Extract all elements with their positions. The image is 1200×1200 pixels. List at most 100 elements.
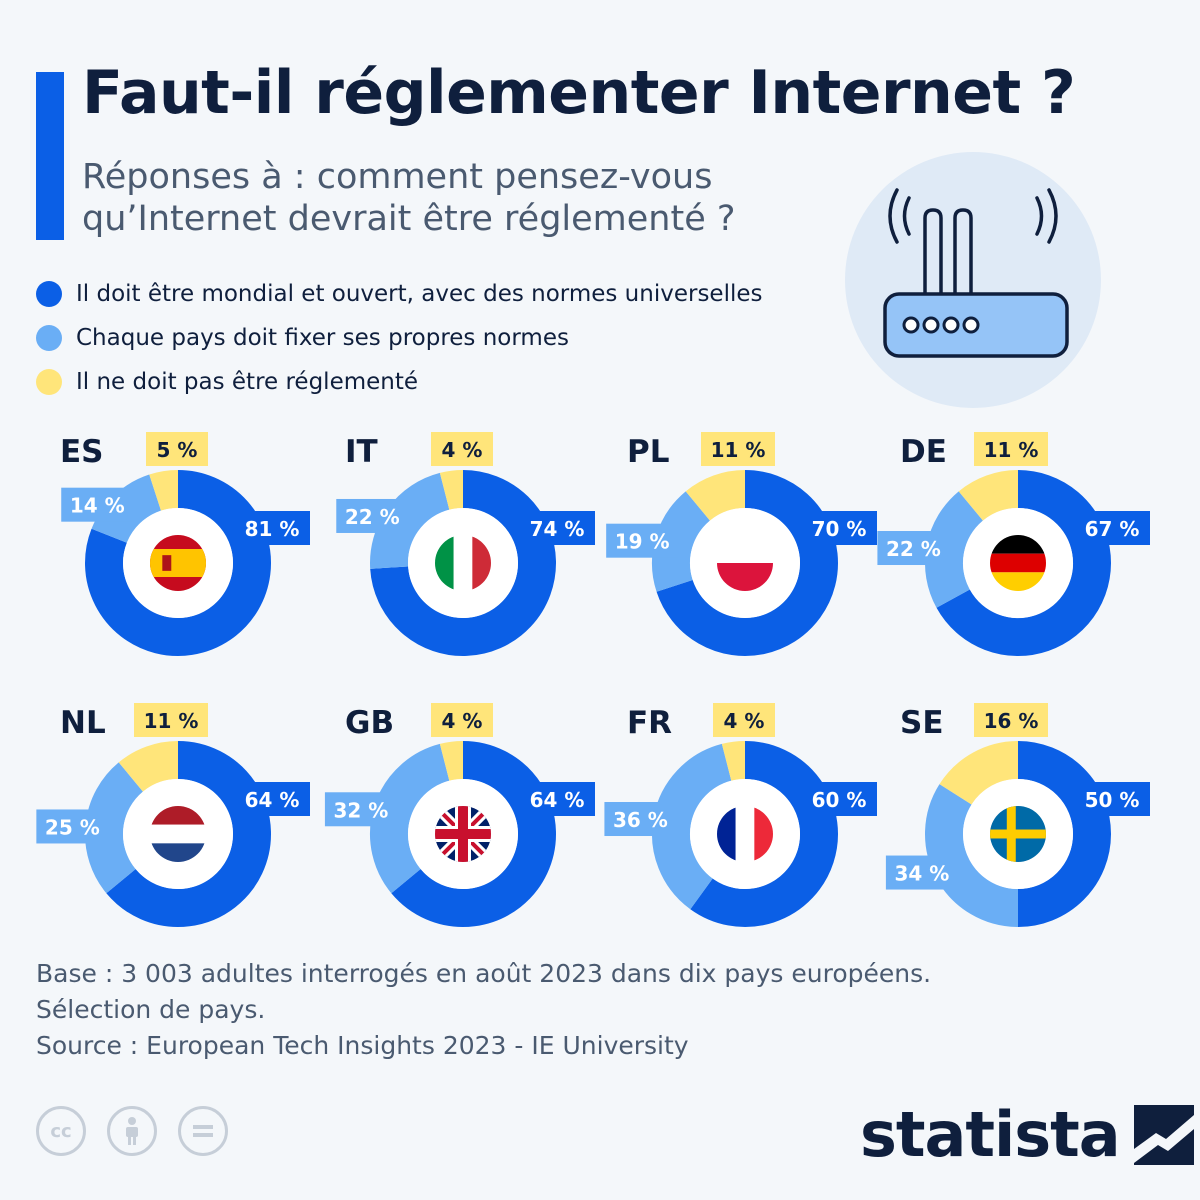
wifi-router-icon	[845, 152, 1101, 408]
poland-flag	[717, 535, 773, 591]
data-label-0-text: 70 %	[812, 517, 867, 541]
legend-item-none: Il ne doit pas être réglementé	[36, 360, 763, 404]
data-label-0-box	[1074, 511, 1150, 545]
legend-item-global: Il doit être mondial et ouvert, avec des…	[36, 272, 763, 316]
country-code-DE: DE	[900, 434, 947, 470]
data-label-0-box	[801, 511, 877, 545]
data-label-0-box	[801, 782, 877, 816]
data-label-2-text: 4 %	[442, 709, 483, 733]
data-label-1-box	[61, 487, 134, 522]
data-label-2: 4 %	[713, 703, 775, 737]
cc-icon[interactable]: cc	[36, 1106, 86, 1156]
license-icons: cc	[36, 1106, 249, 1156]
legend-swatch-none	[36, 369, 62, 395]
footnote-base: Base : 3 003 adultes interrogés en août …	[36, 959, 932, 988]
donut-PL: PL 70 % 19 % 11 %	[597, 432, 877, 702]
attribution-icon[interactable]	[107, 1106, 157, 1156]
donut-GB: GB 64 % 32 % 4 %	[315, 703, 595, 973]
data-label-1-text: 36 %	[613, 808, 668, 832]
legend: Il doit être mondial et ouvert, avec des…	[36, 272, 763, 404]
data-label-2: 5 %	[146, 432, 208, 466]
country-code-NL: NL	[60, 705, 106, 741]
data-label-2-box	[974, 703, 1048, 737]
data-label-2-box	[134, 703, 208, 737]
legend-label-national: Chaque pays doit fixer ses propres norme…	[76, 325, 569, 351]
donut-chart-NL: 64 % 25 % 11 %	[36, 703, 310, 927]
data-label-2-box	[974, 432, 1048, 466]
data-label-1-box	[604, 802, 677, 837]
sweden-flag	[990, 806, 1046, 862]
donut-segment-global-NL	[106, 741, 271, 927]
statista-brand[interactable]: statista	[860, 1098, 1194, 1171]
spain-flag	[150, 535, 206, 591]
donut-segment-none-IT	[439, 469, 464, 510]
donut-segment-global-SE	[1017, 741, 1111, 927]
title-accent-bar	[36, 72, 64, 240]
brand-name: statista	[860, 1098, 1121, 1171]
data-label-1: 32 %	[324, 792, 397, 827]
data-label-1-text: 22 %	[345, 505, 400, 529]
data-label-1-text: 25 %	[45, 815, 100, 839]
donut-chart-IT: 74 % 22 % 4 %	[336, 432, 595, 656]
legend-label-none: Il ne doit pas être réglementé	[76, 369, 419, 395]
data-label-2-text: 11 %	[984, 438, 1039, 462]
data-label-0: 50 %	[1074, 782, 1150, 816]
data-label-2-text: 4 %	[442, 438, 483, 462]
country-code-FR: FR	[627, 705, 673, 741]
legend-swatch-global	[36, 281, 62, 307]
data-label-1: 19 %	[606, 523, 679, 558]
data-label-0-text: 64 %	[245, 788, 300, 812]
chart-subtitle: Réponses à : comment pensez-vous qu’Inte…	[82, 157, 736, 239]
data-label-2: 11 %	[134, 703, 208, 737]
data-label-1-box	[324, 792, 397, 827]
donut-NL: NL 64 % 25 % 11 %	[30, 703, 310, 973]
chart-title: Faut-il réglementer Internet ?	[82, 58, 1076, 128]
donut-segment-none-SE	[939, 741, 1019, 806]
data-label-1-text: 22 %	[886, 537, 941, 561]
donut-IT: IT 74 % 22 % 4 %	[315, 432, 595, 702]
data-label-2-text: 5 %	[157, 438, 198, 462]
data-label-2-text: 16 %	[984, 709, 1039, 733]
germany-flag	[990, 535, 1046, 591]
data-label-0: 64 %	[519, 782, 595, 816]
donut-chart-DE: 67 % 22 % 11 %	[877, 432, 1150, 656]
legend-swatch-national	[36, 325, 62, 351]
country-code-IT: IT	[345, 434, 378, 470]
country-code-GB: GB	[345, 705, 395, 741]
data-label-0: 74 %	[519, 511, 595, 545]
data-label-0-box	[519, 511, 595, 545]
data-label-0-text: 60 %	[812, 788, 867, 812]
data-label-0-box	[234, 511, 310, 545]
donut-segment-global-IT	[370, 470, 556, 656]
legend-label-global: Il doit être mondial et ouvert, avec des…	[76, 281, 763, 307]
donut-segment-none-DE	[958, 470, 1019, 522]
donut-segment-global-GB	[391, 741, 556, 927]
data-label-1: 34 %	[885, 855, 958, 890]
country-code-PL: PL	[627, 434, 670, 470]
donut-ES: ES 81 % 14 % 5 %	[30, 432, 310, 702]
donut-DE: DE 67 % 22 % 11 %	[870, 432, 1150, 702]
data-label-1-box	[877, 531, 950, 566]
footnote-source: Source : European Tech Insights 2023 - I…	[36, 1031, 689, 1060]
footnote-selection: Sélection de pays.	[36, 995, 266, 1024]
data-label-0-text: 67 %	[1085, 517, 1140, 541]
data-label-1-box	[885, 855, 958, 890]
data-label-2: 4 %	[431, 703, 493, 737]
france-flag	[717, 806, 773, 862]
data-label-1: 36 %	[604, 802, 677, 837]
donut-segment-none-ES	[149, 470, 179, 511]
data-label-2-text: 4 %	[724, 709, 765, 733]
data-label-1-text: 14 %	[70, 494, 125, 518]
donut-segment-global-PL	[656, 470, 838, 656]
data-label-1: 22 %	[877, 531, 950, 566]
legend-item-national: Chaque pays doit fixer ses propres norme…	[36, 316, 763, 360]
donut-segment-global-DE	[936, 470, 1111, 656]
data-label-0: 70 %	[801, 511, 877, 545]
data-label-2: 11 %	[974, 432, 1048, 466]
data-label-2-box	[431, 432, 493, 466]
no-derivatives-icon[interactable]	[178, 1106, 228, 1156]
data-label-1-box	[606, 523, 679, 558]
data-label-0-text: 81 %	[245, 517, 300, 541]
data-label-1-box	[36, 809, 109, 844]
data-label-2: 11 %	[701, 432, 775, 466]
